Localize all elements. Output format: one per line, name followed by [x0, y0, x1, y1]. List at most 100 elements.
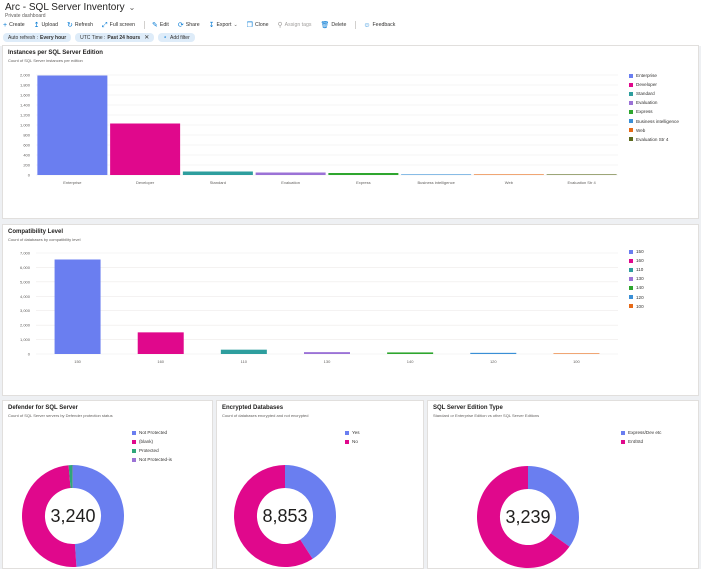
share-button[interactable]: ⟳ Share — [178, 22, 200, 29]
refresh-button[interactable]: ↻ Refresh — [67, 22, 93, 29]
plus-icon: + — [3, 21, 8, 29]
assign-tags-button[interactable]: ⚲ Assign tags — [278, 22, 312, 29]
bar — [182, 171, 253, 175]
x-tick-label: Express — [356, 180, 370, 185]
legend-item[interactable]: Evaluation — [629, 98, 679, 107]
legend-item[interactable]: Express — [629, 107, 679, 116]
tile-instances-per-edition[interactable]: Instances per SQL Server Edition Count o… — [2, 45, 699, 219]
legend-item[interactable]: Enterprise — [629, 71, 679, 80]
y-tick-label: 5,000 — [20, 279, 31, 284]
y-tick-label: 4,000 — [20, 294, 31, 299]
create-button[interactable]: + Create — [3, 22, 25, 29]
legend-swatch — [629, 304, 633, 309]
upload-label: Upload — [41, 22, 58, 28]
legend-item[interactable]: Business intelligence — [629, 116, 679, 125]
auto-refresh-pill[interactable]: Auto refresh : Every hour — [3, 33, 72, 42]
legend-item[interactable]: Developer — [629, 80, 679, 89]
tile-compatibility-level[interactable]: Compatibility Level Count of databases b… — [2, 224, 699, 396]
legend-swatch — [132, 457, 136, 462]
legend-swatch — [629, 285, 633, 290]
export-button[interactable]: ↧ Export ⌄ — [209, 22, 238, 29]
close-icon[interactable]: ✕ — [144, 35, 150, 41]
add-filter-button[interactable]: ⋆ Add filter — [158, 33, 195, 42]
legend-item[interactable]: Standard — [629, 89, 679, 98]
legend-item[interactable]: 110 — [629, 265, 644, 274]
encrypted-donut-chart: 8,853 — [234, 465, 336, 567]
legend-item[interactable]: Not Protected — [132, 428, 172, 437]
donut-total: 8,853 — [262, 506, 307, 526]
legend-item[interactable]: Yes — [345, 428, 360, 437]
refresh-label: Refresh — [74, 22, 94, 28]
y-tick-label: 0 — [28, 173, 31, 178]
y-tick-label: 2,000 — [20, 73, 31, 78]
legend-label: No — [352, 439, 358, 445]
x-tick-label: Standard — [210, 180, 226, 185]
y-tick-label: 1,000 — [20, 123, 31, 128]
create-label: Create — [9, 22, 25, 28]
fullscreen-button[interactable]: ⤢ Full screen — [102, 22, 135, 29]
x-tick-label: Developer — [136, 180, 155, 185]
defender-legend: Not Protected (blank) Protected Not Protect… — [132, 428, 172, 464]
legend-item[interactable]: 120 — [629, 292, 644, 301]
legend-item[interactable]: Ent/Std — [621, 437, 661, 446]
legend-swatch — [621, 439, 625, 444]
chevron-down-icon[interactable]: ⌄ — [128, 3, 136, 12]
bar — [54, 259, 101, 354]
delete-button[interactable]: 🗑 Delete — [320, 22, 346, 29]
time-range-pill[interactable]: UTC Time : Past 24 hours ✕ — [75, 33, 155, 42]
auto-refresh-label: Auto refresh : — [8, 34, 39, 41]
upload-button[interactable]: ↥ Upload — [34, 22, 58, 29]
toolbar-divider — [355, 21, 357, 29]
tile-edition-type[interactable]: SQL Server Edition Type Standard or Ente… — [427, 400, 699, 569]
legend-item[interactable]: (blank) — [132, 437, 172, 446]
legend-label: Standard — [636, 91, 655, 97]
tile-subtitle: Count of databases encrypted and not enc… — [222, 413, 309, 418]
legend-swatch — [345, 439, 349, 444]
legend-item[interactable]: Web — [629, 126, 679, 135]
legend-item[interactable]: 100 — [629, 302, 644, 311]
x-tick-label: 150 — [74, 359, 81, 364]
y-tick-label: 1,200 — [20, 113, 31, 118]
legend-item[interactable]: Express/Dev etc — [621, 428, 661, 437]
legend-item[interactable]: 140 — [629, 283, 644, 292]
legend-item[interactable]: Protected — [132, 446, 172, 455]
legend-swatch — [132, 448, 136, 453]
legend-item[interactable]: 160 — [629, 256, 644, 265]
x-tick-label: 110 — [241, 359, 248, 364]
x-tick-label: 160 — [157, 359, 164, 364]
bar — [255, 172, 326, 175]
x-tick-label: Web — [505, 180, 514, 185]
editions-legend: Enterprise Developer Standard Evaluation Exp… — [629, 71, 679, 144]
tile-title: Encrypted Databases — [222, 405, 284, 411]
tile-subtitle: Count of SQL Server instances per editio… — [8, 58, 83, 63]
legend-item[interactable]: 150 — [629, 247, 644, 256]
edit-button[interactable]: ✎ Edit — [152, 22, 169, 29]
legend-label: 140 — [636, 285, 644, 291]
clone-button[interactable]: ❐ Clone — [247, 22, 269, 29]
y-tick-label: 1,400 — [20, 103, 31, 108]
dashboard-title[interactable]: Arc - SQL Server Inventory ⌄ — [5, 2, 135, 13]
legend-swatch — [629, 91, 633, 96]
tile-title: Instances per SQL Server Edition — [8, 50, 103, 56]
legend-label: 160 — [636, 258, 644, 264]
x-tick-label: Evaluation — [281, 180, 300, 185]
y-tick-label: 600 — [23, 143, 30, 148]
legend-item[interactable]: 130 — [629, 274, 644, 283]
bar — [546, 174, 617, 175]
download-icon: ↧ — [208, 21, 215, 29]
y-tick-label: 2,000 — [20, 323, 31, 328]
legend-item[interactable]: No — [345, 437, 360, 446]
encrypted-legend: Yes No — [345, 428, 360, 446]
tile-defender-for-sql[interactable]: Defender for SQL Server Count of SQL Ser… — [2, 400, 213, 569]
y-tick-label: 1,600 — [20, 93, 31, 98]
tile-subtitle: Count of databases by compatibility leve… — [8, 237, 81, 242]
feedback-icon: ☺ — [363, 21, 371, 29]
bar — [110, 123, 181, 175]
tile-encrypted-databases[interactable]: Encrypted Databases Count of databases e… — [216, 400, 424, 569]
bar — [553, 353, 600, 354]
legend-item[interactable]: Evaluation Str 4 — [629, 135, 679, 144]
feedback-button[interactable]: ☺ Feedback — [363, 22, 395, 29]
compatibility-bar-chart: 0 1,000 2,000 3,000 4,000 5,000 6,000 7,000 150 1… — [20, 251, 618, 364]
legend-item[interactable]: Not Protected-is — [132, 455, 172, 464]
edition-type-donut-chart: 3,239 — [477, 466, 579, 568]
